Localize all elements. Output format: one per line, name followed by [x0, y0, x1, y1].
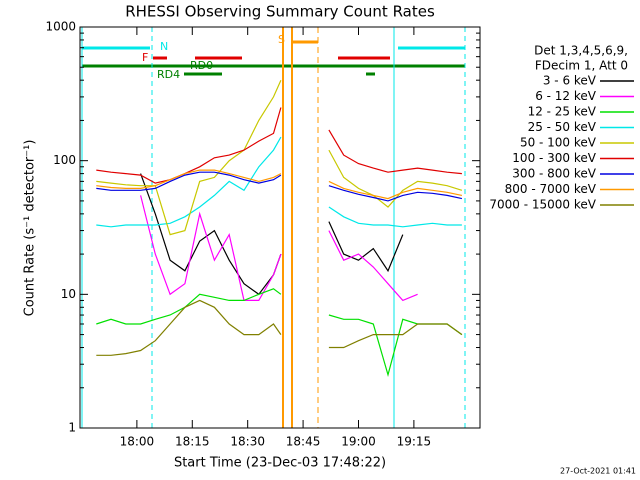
series-line — [96, 136, 462, 228]
legend-label: 25 - 50 keV — [528, 120, 597, 134]
legend-label: 3 - 6 keV — [543, 74, 597, 88]
x-tick-label: 19:15 — [397, 435, 432, 449]
x-tick-label: 19:00 — [341, 435, 376, 449]
legend-label: 50 - 100 keV — [520, 136, 597, 150]
flag-label: S — [278, 33, 285, 46]
series-line — [96, 79, 463, 236]
legend-label: 7000 - 15000 keV — [489, 198, 596, 212]
y-tick-label: 1 — [68, 421, 76, 435]
y-tick-label: 10 — [61, 287, 76, 301]
footer: 27-Oct-2021 01:41 — [560, 467, 636, 476]
series-line — [96, 169, 463, 200]
legend-label: 100 - 300 keV — [512, 151, 596, 165]
legend-title: Det 1,3,4,5,6,9, — [534, 44, 628, 58]
x-tick-label: 18:45 — [286, 435, 321, 449]
series-line — [96, 171, 463, 202]
y-tick-label: 1000 — [45, 20, 76, 34]
flag-label: N — [160, 40, 168, 53]
chart-title: RHESSI Observing Summary Count Rates — [125, 3, 435, 21]
flag-label: RD4 — [157, 68, 180, 81]
x-tick-label: 18:15 — [175, 435, 210, 449]
flag-label: F — [142, 51, 148, 64]
x-tick-label: 18:00 — [120, 435, 155, 449]
y-axis-label: Count Rate (s⁻¹ detector⁻¹) — [23, 140, 38, 317]
flag-label: RD0 — [190, 59, 213, 72]
x-axis-label: Start Time (23-Dec-03 17:48:22) — [174, 456, 386, 471]
legend-label: 12 - 25 keV — [528, 105, 597, 119]
series-line — [96, 107, 462, 184]
legend-label: 800 - 7000 keV — [505, 182, 597, 196]
series-line — [140, 195, 418, 302]
series-line — [96, 299, 463, 356]
x-tick-label: 18:30 — [230, 435, 265, 449]
series-line — [140, 173, 404, 296]
flag-bars — [81, 27, 466, 428]
plot-frame — [79, 26, 481, 429]
legend-label: 300 - 800 keV — [512, 167, 596, 181]
legend-label: 6 - 12 keV — [535, 89, 597, 103]
y-tick-label: 100 — [53, 153, 76, 167]
legend-title: FDecim 1, Att 0 — [535, 59, 628, 73]
